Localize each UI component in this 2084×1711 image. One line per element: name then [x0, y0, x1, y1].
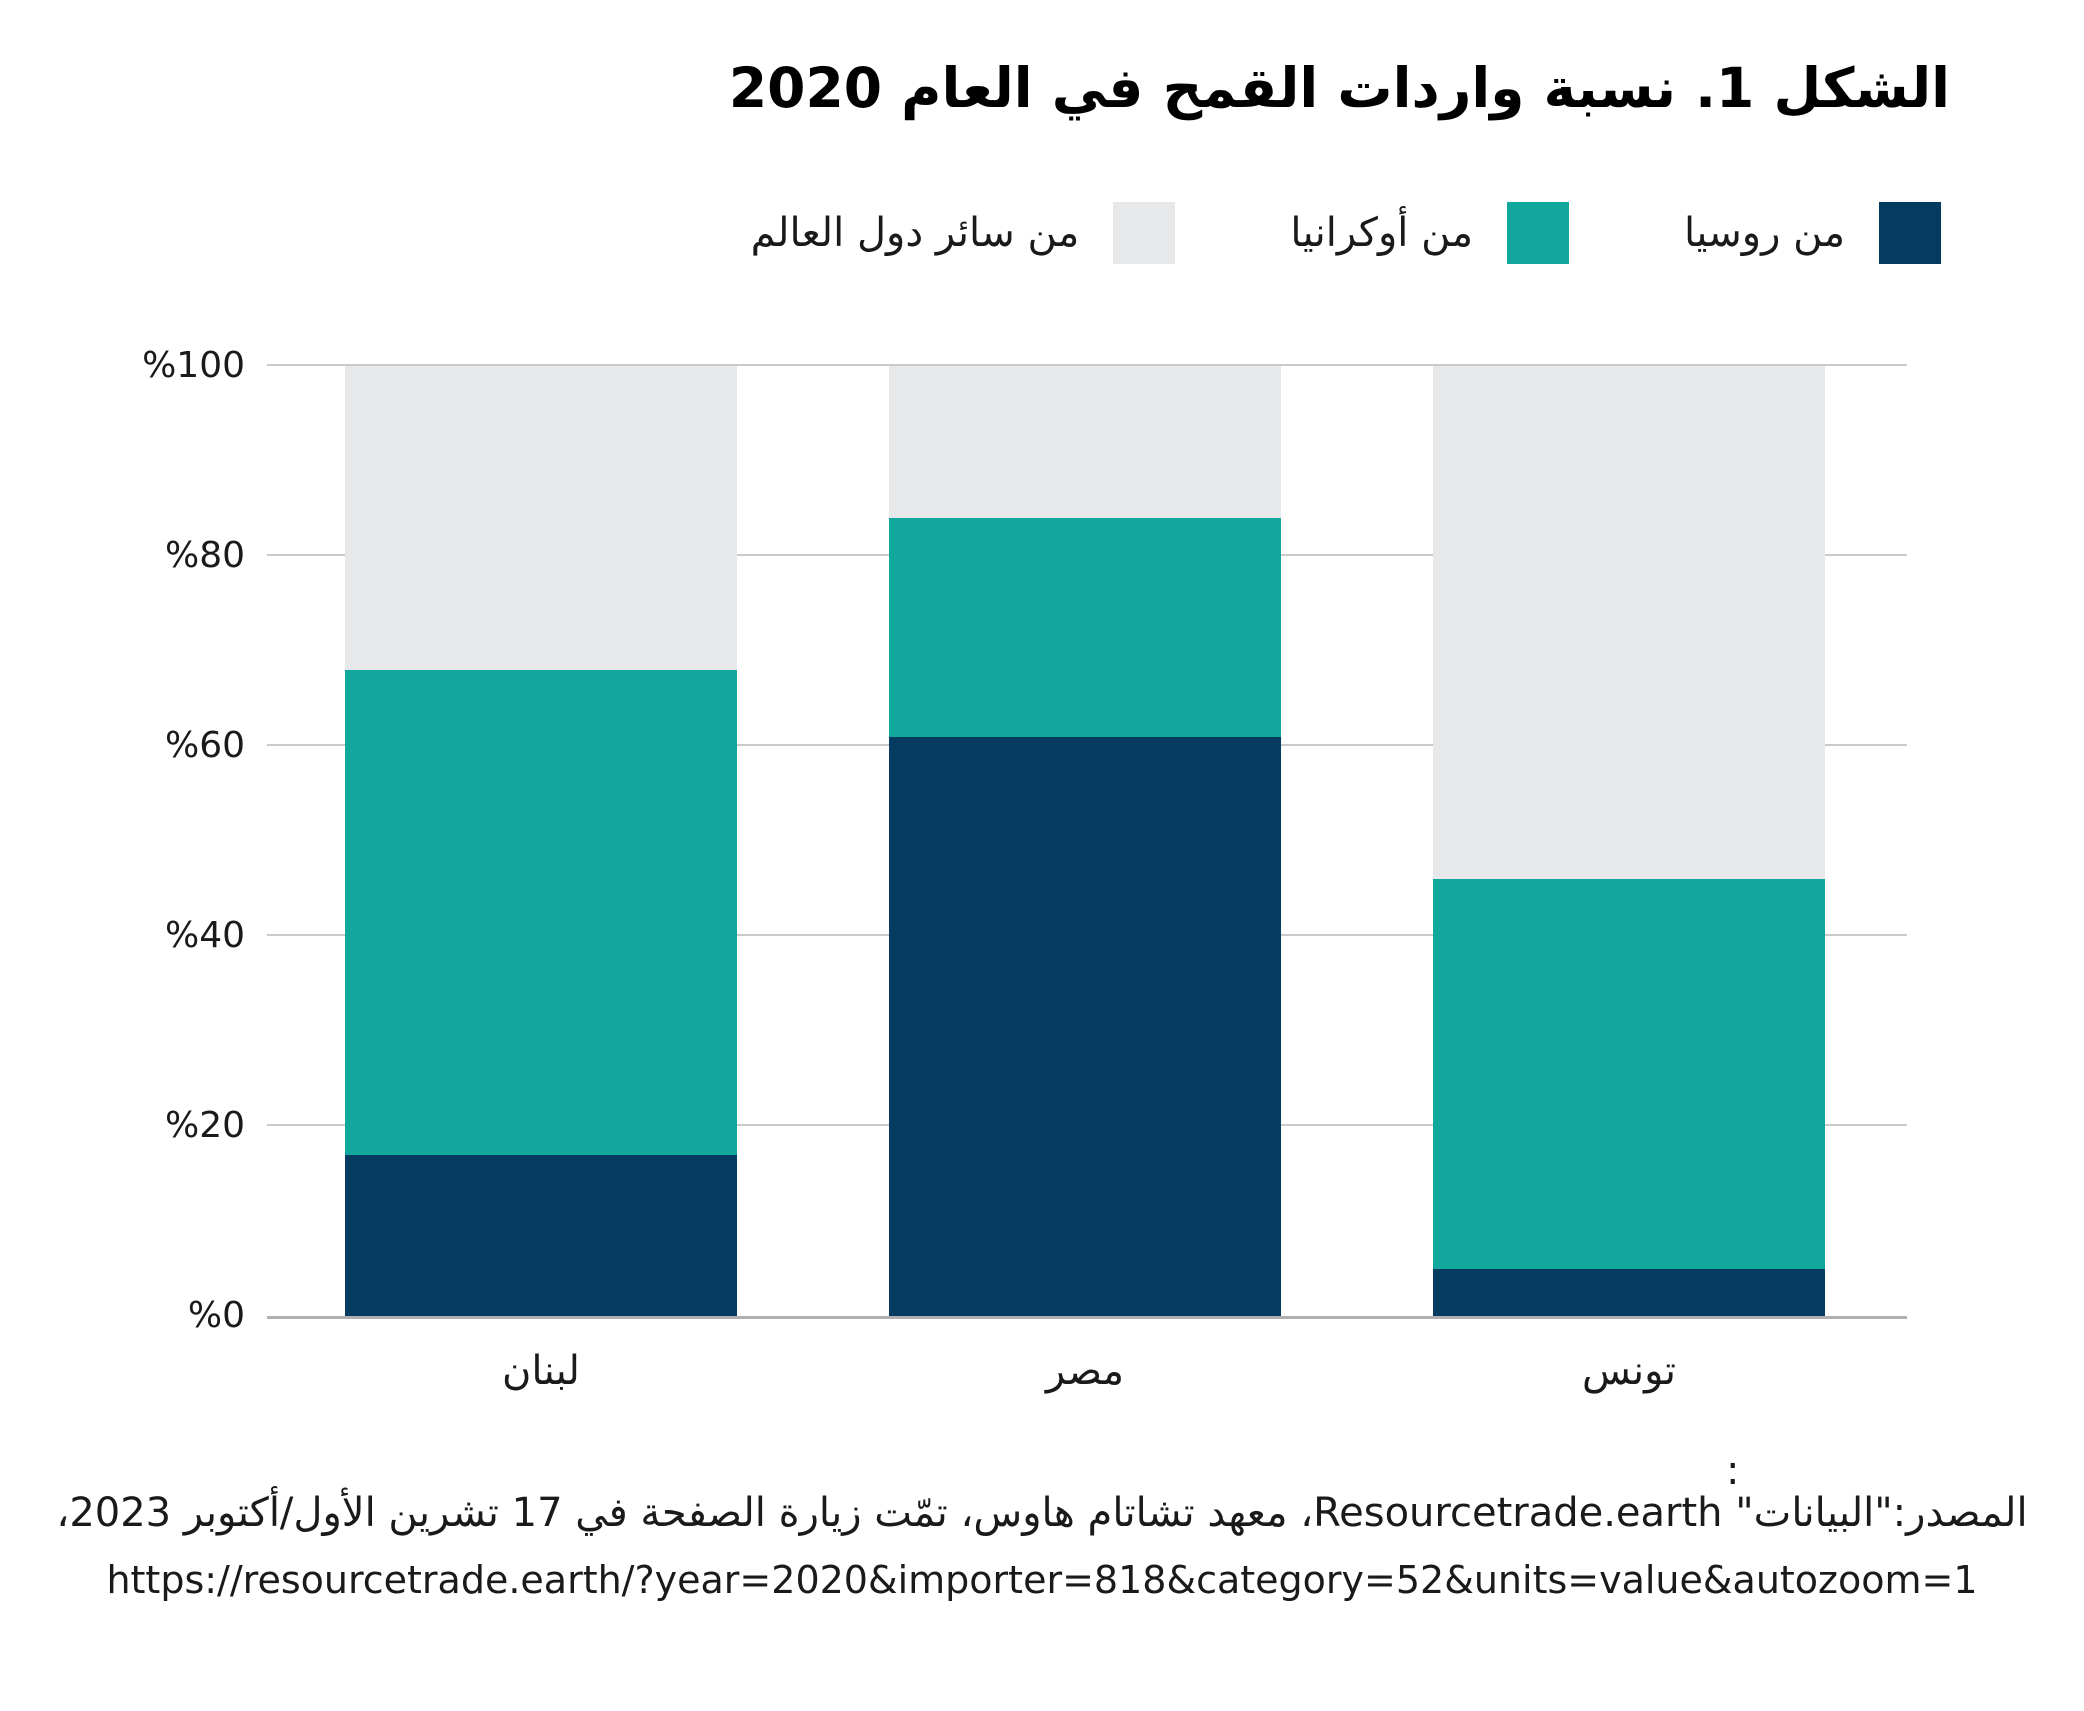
bar-segment-egypt-russia: [889, 736, 1281, 1316]
y-axis-label-80: %80: [164, 535, 245, 576]
bar-segment-tunisia-ukraine: [1433, 879, 1825, 1269]
source-url: https://resourcetrade.earth/?year=2020&i…: [106, 1558, 1978, 1602]
bar-segment-tunisia-russia: [1433, 1268, 1825, 1316]
chart-legend: من روسيا من أوكرانيا من سائر دول العالم: [751, 202, 1941, 264]
legend-swatch-ukraine: [1507, 202, 1569, 264]
y-axis-label-0: %0: [187, 1295, 245, 1336]
y-axis-label-40: %40: [164, 915, 245, 956]
x-axis-label-lebanon: لبنان: [502, 1348, 580, 1394]
x-axis-label-tunisia: تونس: [1582, 1348, 1676, 1394]
x-axis-label-egypt: مصر: [1045, 1348, 1125, 1394]
legend-item-russia: من روسيا: [1684, 202, 1941, 264]
legend-swatch-world: [1113, 202, 1176, 264]
source-colon: :: [1726, 1448, 1740, 1494]
y-axis-label-100: %100: [142, 345, 245, 386]
y-axis-label-60: %60: [164, 725, 245, 766]
chart-title: الشكل 1. نسبة واردات القمح في العام 2020: [728, 56, 1950, 120]
bar-tunisia: [1433, 366, 1825, 1316]
bar-segment-egypt-world: [889, 366, 1281, 518]
legend-swatch-russia: [1879, 202, 1941, 264]
legend-label-ukraine: من أوكرانيا: [1290, 210, 1473, 256]
gridline-100: [267, 364, 1907, 366]
legend-item-ukraine: من أوكرانيا: [1290, 202, 1569, 264]
legend-item-world: من سائر دول العالم: [751, 202, 1176, 264]
plot-area: [267, 364, 1907, 1319]
bar-segment-tunisia-world: [1433, 366, 1825, 879]
bar-lebanon: [345, 366, 737, 1316]
bar-egypt: [889, 366, 1281, 1316]
bar-segment-lebanon-ukraine: [345, 670, 737, 1155]
bar-segment-lebanon-russia: [345, 1154, 737, 1316]
bar-segment-egypt-ukraine: [889, 518, 1281, 737]
bar-segment-lebanon-world: [345, 366, 737, 670]
y-axis-label-20: %20: [164, 1105, 245, 1146]
gridline-0: [267, 1316, 1907, 1319]
source-text: المصدر:"البيانات" Resourcetrade.earth، م…: [56, 1490, 2028, 1536]
legend-label-russia: من روسيا: [1684, 210, 1845, 256]
legend-label-world: من سائر دول العالم: [750, 210, 1080, 256]
